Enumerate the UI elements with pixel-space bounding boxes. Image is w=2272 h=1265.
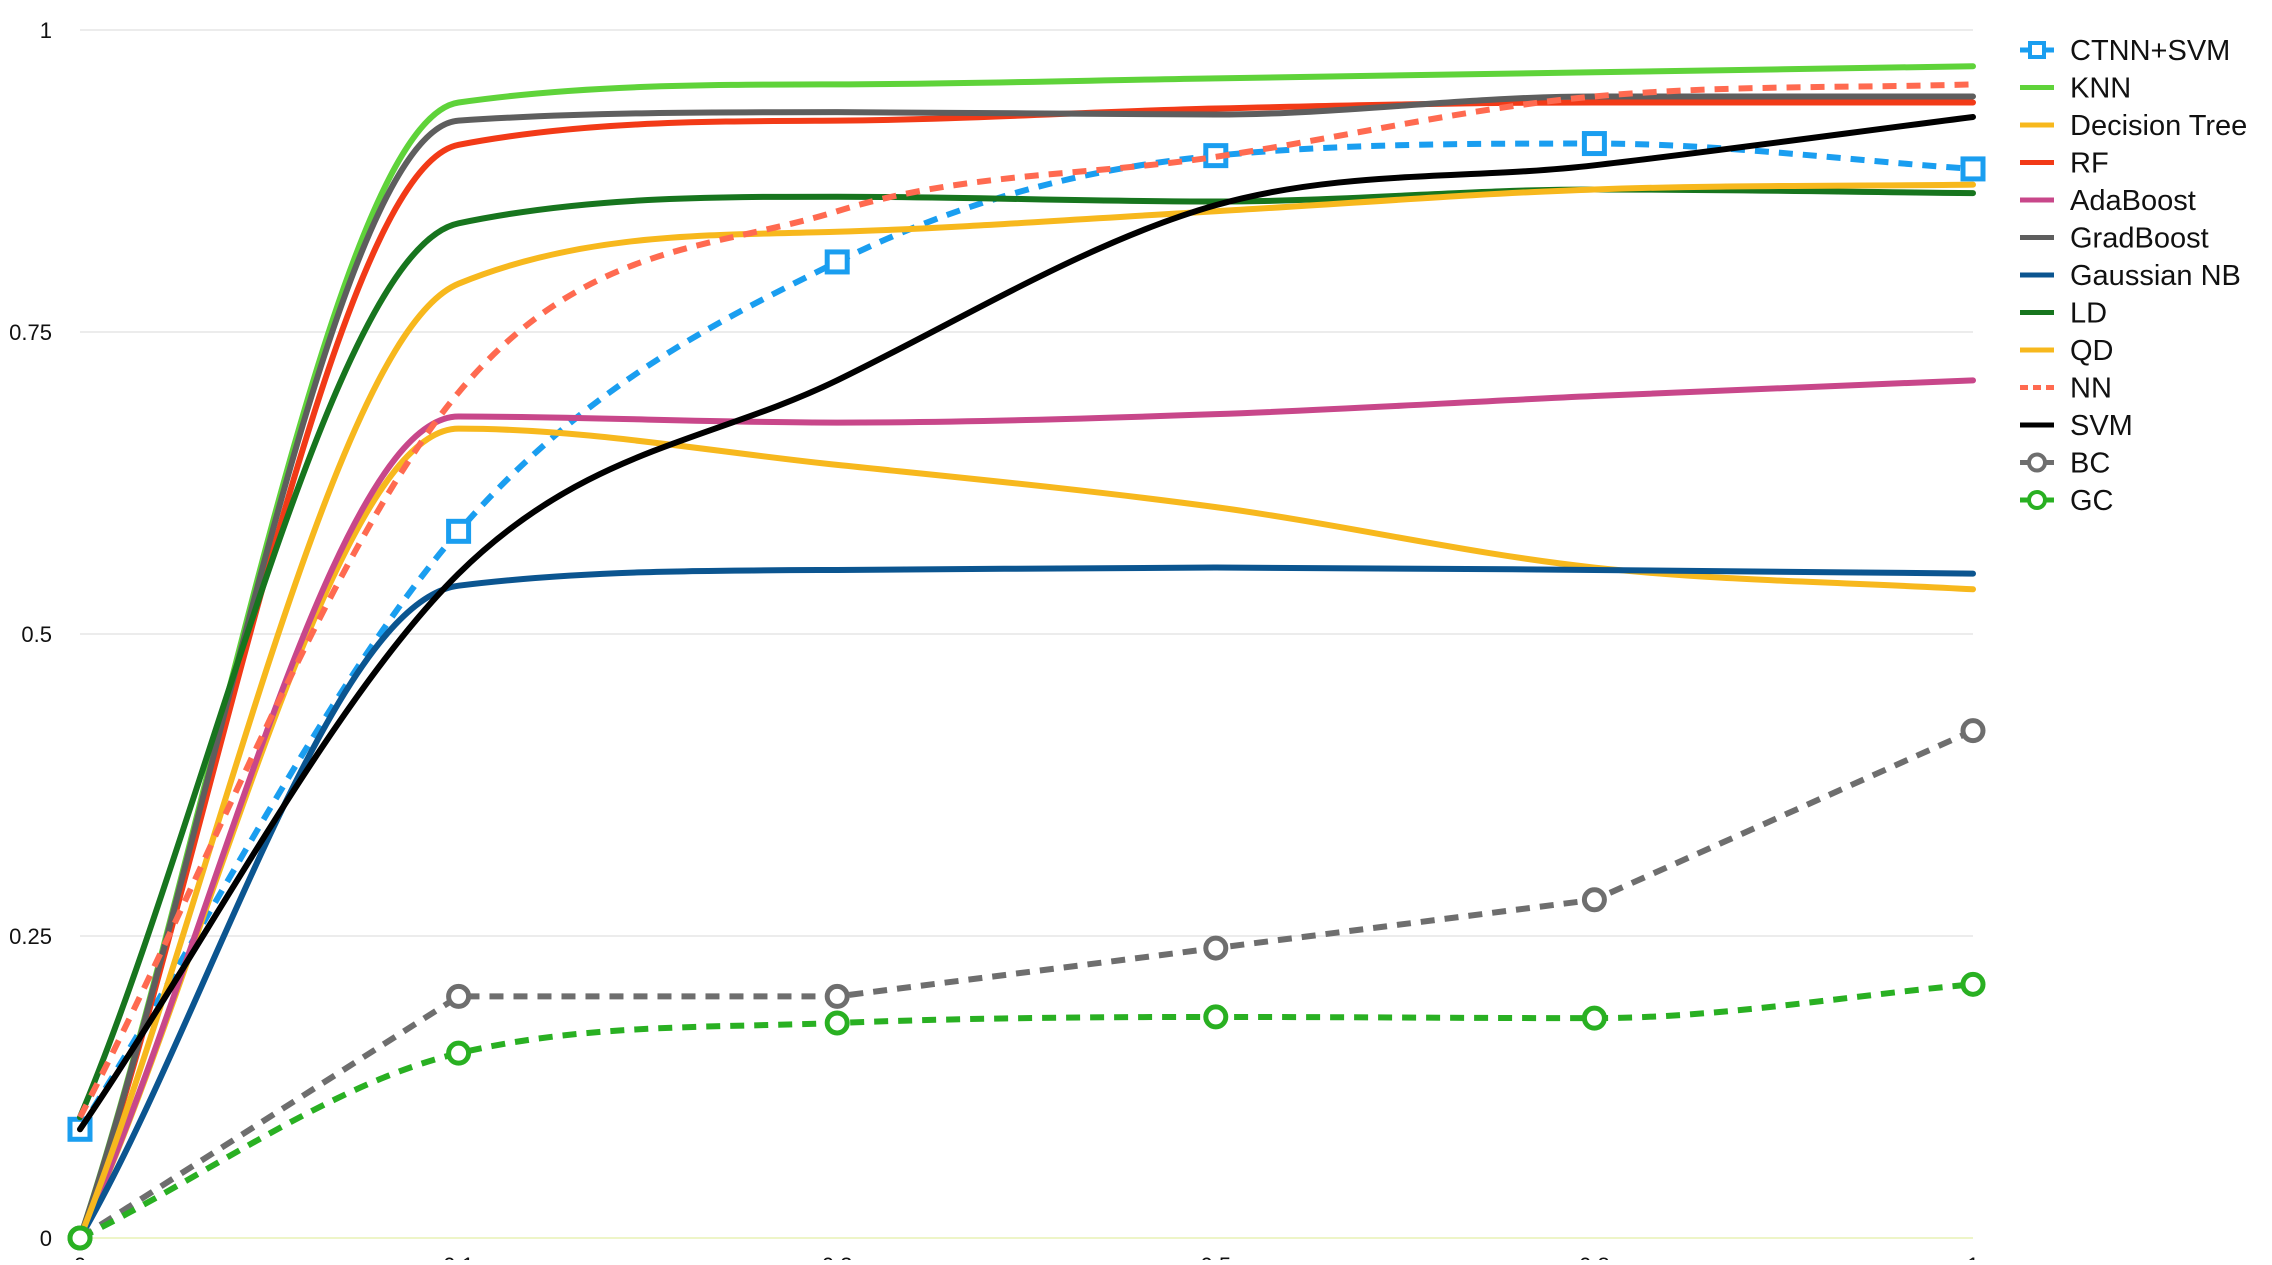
data-point: [446, 983, 472, 1009]
data-point: [824, 249, 850, 275]
series-bc: [67, 718, 1986, 1251]
data-point: [1581, 887, 1607, 913]
series-gaussian-nb: [77, 564, 1976, 1241]
series-adaboost: [77, 377, 1976, 1241]
legend-label: Decision Tree: [2070, 110, 2247, 142]
legend-label: SVM: [2070, 410, 2133, 442]
series-line-bc: [78, 727, 1975, 1241]
legend-item-decision-tree: Decision Tree: [2020, 110, 2247, 142]
legend-item-rf: RF: [2020, 148, 2109, 180]
legend-item-ld: LD: [2020, 298, 2107, 330]
legend-marker: [2028, 41, 2046, 59]
legend-label: RF: [2070, 148, 2109, 180]
legend-marker: [2027, 490, 2047, 510]
legend-label: GradBoost: [2070, 223, 2209, 255]
legend-item-bc: BC: [2020, 448, 2110, 480]
y-tick-label: 0.25: [9, 924, 52, 949]
legend-label: BC: [2070, 448, 2110, 480]
series-svm: [77, 113, 1976, 1133]
series-line-gradboost: [77, 93, 1976, 1241]
y-tick-label: 0: [40, 1226, 52, 1251]
legend-item-knn: KNN: [2020, 73, 2131, 105]
legend-label: QD: [2070, 335, 2114, 367]
data-point: [446, 1040, 472, 1066]
y-tick-label: 0.5: [21, 622, 52, 647]
data-point: [824, 983, 850, 1009]
series-nn: [77, 81, 1974, 1119]
series-line-gc: [78, 981, 1974, 1241]
legend-item-svm: SVM: [2020, 410, 2133, 442]
data-point: [824, 1010, 850, 1036]
legend-item-gaussian-nb: Gaussian NB: [2020, 260, 2241, 292]
legend-item-nn: NN: [2020, 373, 2112, 405]
data-point: [1581, 131, 1607, 157]
data-point: [1960, 718, 1986, 744]
legend-item-gradboost: GradBoost: [2020, 223, 2209, 255]
series-line-rf: [77, 99, 1976, 1241]
y-tick-label: 1: [40, 18, 52, 43]
y-tick-label: 0.75: [9, 320, 52, 345]
series-rf: [77, 99, 1976, 1241]
legend-label: NN: [2070, 373, 2112, 405]
series-line-decision-tree: [77, 425, 1976, 1241]
data-point: [1203, 935, 1229, 961]
x-tick-label: 0.1: [443, 1253, 474, 1260]
legend-item-gc: GC: [2020, 485, 2114, 517]
x-tick-label: 0: [74, 1253, 86, 1260]
legend: CTNN+SVM KNN Decision Tree RF AdaBoost GradBo…: [2020, 35, 2247, 517]
data-point: [1203, 1004, 1229, 1030]
series-line-qd: [77, 181, 1976, 1241]
legend-label: LD: [2070, 298, 2107, 330]
legend-item-qd: QD: [2020, 335, 2114, 367]
series-line-svm: [77, 113, 1976, 1133]
series-line-nn: [77, 81, 1974, 1119]
data-point: [1960, 156, 1986, 182]
data-point: [1960, 971, 1986, 997]
legend-label: Gaussian NB: [2070, 260, 2241, 292]
legend-label: KNN: [2070, 73, 2131, 105]
legend-label: AdaBoost: [2070, 185, 2196, 217]
legend-label: CTNN+SVM: [2070, 35, 2230, 67]
data-point: [1581, 1005, 1607, 1031]
series-decision-tree: [77, 425, 1976, 1241]
series-ctnn-svm: [67, 131, 1986, 1142]
legend-marker: [2027, 452, 2047, 473]
legend-item-adaboost: AdaBoost: [2020, 185, 2196, 217]
x-tick-label: 0.5: [1201, 1253, 1232, 1260]
data-point: [67, 1225, 93, 1251]
series-line-gaussian-nb: [77, 564, 1976, 1241]
series-gradboost: [77, 93, 1976, 1241]
plot-area: [67, 63, 1986, 1251]
series-line-ctnn-svm: [77, 140, 1974, 1131]
x-tick-label: 1: [1967, 1253, 1979, 1260]
x-tick-label: 0.8: [1579, 1253, 1610, 1260]
series-qd: [77, 181, 1976, 1241]
series-gc: [67, 971, 1986, 1251]
series-line-adaboost: [77, 377, 1976, 1241]
legend-label: GC: [2070, 485, 2114, 517]
legend-item-ctnn-svm: CTNN+SVM: [2020, 35, 2230, 67]
data-point: [446, 518, 472, 544]
x-tick-label: 0.3: [822, 1253, 853, 1260]
